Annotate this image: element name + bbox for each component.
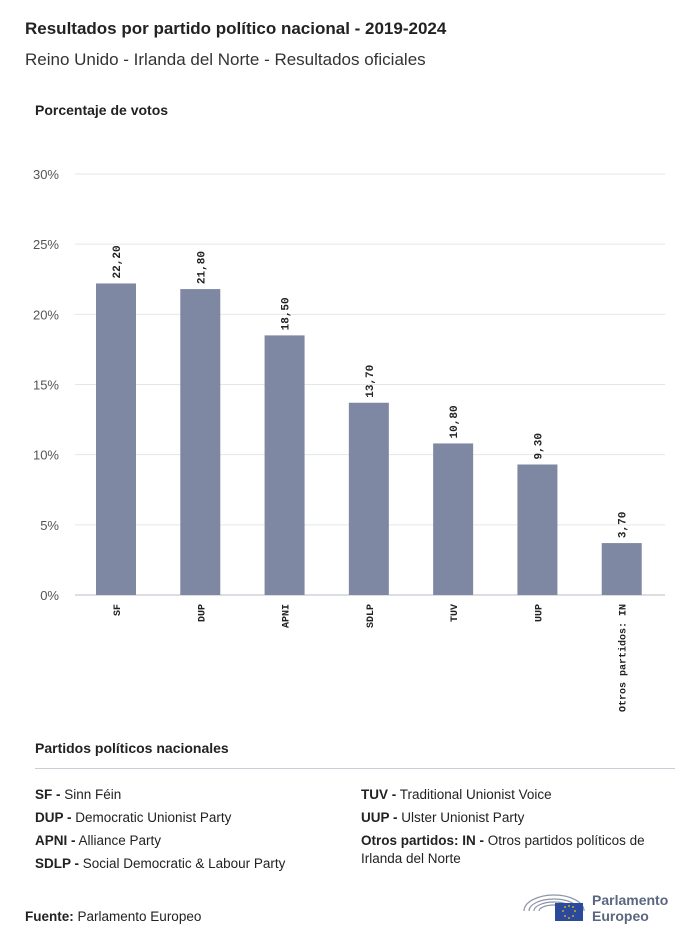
- x-tick-label: SDLP: [366, 604, 377, 628]
- data-label: 18,50: [281, 297, 293, 330]
- legend-name: Otros partidos políticos de Irlanda del …: [361, 833, 645, 866]
- data-label: 21,80: [196, 251, 208, 284]
- data-label: 3,70: [618, 512, 630, 538]
- source-value: Parlamento Europeo: [77, 909, 202, 924]
- bar: [180, 289, 221, 595]
- bar: [348, 402, 389, 595]
- bar: [264, 335, 305, 595]
- parliament-logo: [523, 894, 585, 921]
- source-label: Fuente:: [25, 909, 74, 924]
- x-tick-label: Otros partidos: IN: [618, 604, 630, 712]
- y-tick-label: 10%: [33, 448, 59, 463]
- legend-name: Alliance Party: [78, 833, 162, 848]
- logo-line2: Europeo: [592, 908, 649, 924]
- data-label: 22,20: [112, 245, 124, 278]
- y-tick-label: 0%: [40, 588, 59, 603]
- legend-name: Sinn Féin: [64, 787, 122, 802]
- y-tick-label: 5%: [40, 518, 59, 533]
- data-label: 13,70: [365, 365, 377, 398]
- legend-abbr: Otros partidos: IN -: [361, 833, 485, 848]
- bar: [517, 464, 558, 595]
- legend-abbr: SF -: [35, 787, 61, 802]
- data-label: 9,30: [533, 433, 545, 459]
- logo-text: Parlamento Europeo: [592, 892, 668, 924]
- bar-chart: 0% 5% 10% 15% 20% 25% 30% 22,20 SF 21,80 DUP 18,50 A…: [33, 167, 665, 712]
- x-tick-label: UUP: [534, 604, 545, 622]
- legend-name: Social Democratic & Labour Party: [82, 856, 286, 871]
- legend-item-otros: Otros partidos: IN - Otros partidos polí…: [361, 832, 661, 868]
- y-tick-label: 20%: [33, 307, 59, 322]
- legend-item-dup: DUP - Democratic Unionist Party: [35, 809, 335, 827]
- bar: [601, 543, 642, 595]
- legend-item-apni: APNI - Alliance Party: [35, 832, 335, 850]
- y-tick-label: 30%: [33, 167, 59, 182]
- legend-divider: [35, 768, 675, 769]
- legend-name: Ulster Unionist Party: [401, 810, 525, 825]
- x-tick-label: APNI: [282, 604, 293, 628]
- x-tick-label: DUP: [197, 604, 208, 622]
- legend-abbr: DUP -: [35, 810, 72, 825]
- legend-item-uup: UUP - Ulster Unionist Party: [361, 809, 661, 827]
- legend-name: Traditional Unionist Voice: [399, 787, 552, 802]
- data-label: 10,80: [449, 405, 461, 438]
- chart-title: Resultados por partido político nacional…: [25, 19, 447, 38]
- bar: [433, 443, 474, 595]
- y-tick-label: 15%: [33, 378, 59, 393]
- y-tick-label: 25%: [33, 237, 59, 252]
- legend-name: Democratic Unionist Party: [75, 810, 232, 825]
- x-tick-label: TUV: [450, 604, 461, 622]
- chart-subtitle: Reino Unido - Irlanda del Norte - Result…: [25, 50, 426, 69]
- legend-item-sf: SF - Sinn Féin: [35, 786, 335, 804]
- legend-abbr: UUP -: [361, 810, 398, 825]
- legend-item-sdlp: SDLP - Social Democratic & Labour Party: [35, 855, 335, 873]
- source-note: Fuente: Parlamento Europeo: [25, 909, 201, 924]
- bar: [96, 283, 136, 595]
- legend-item-tuv: TUV - Traditional Unionist Voice: [361, 786, 661, 804]
- legend-abbr: SDLP -: [35, 856, 80, 871]
- legend-abbr: APNI -: [35, 833, 76, 848]
- legend-abbr: TUV -: [361, 787, 397, 802]
- legend-title: Partidos políticos nacionales: [35, 740, 229, 756]
- y-axis-label: Porcentaje de votos: [35, 102, 169, 118]
- x-tick-label: SF: [113, 604, 124, 616]
- logo-line1: Parlamento: [592, 892, 669, 908]
